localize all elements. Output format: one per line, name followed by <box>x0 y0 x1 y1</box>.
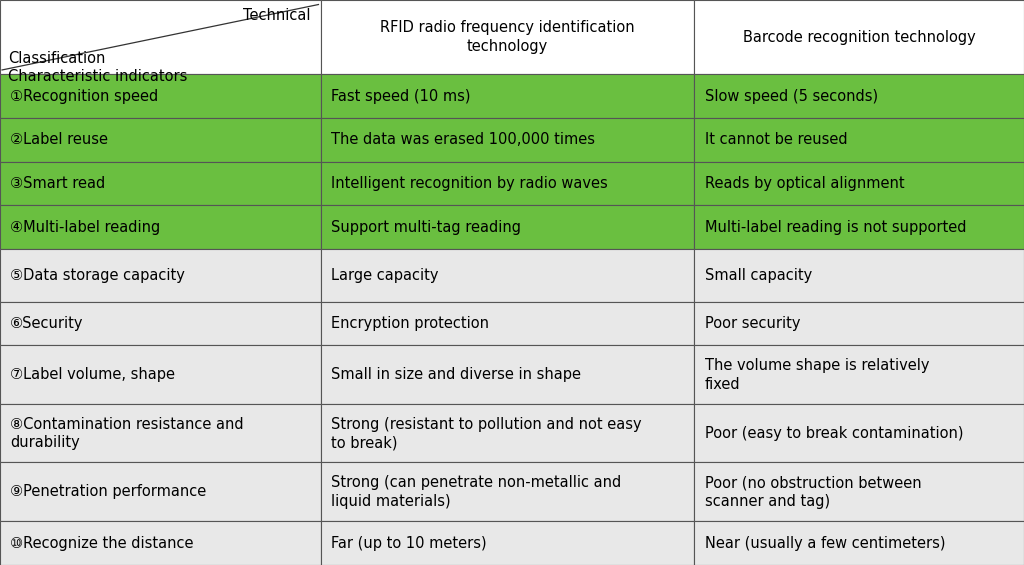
Text: ⑩Recognize the distance: ⑩Recognize the distance <box>10 536 194 551</box>
Bar <box>321 462 694 521</box>
Bar <box>694 249 1024 302</box>
Text: Multi-label reading is not supported: Multi-label reading is not supported <box>705 220 966 235</box>
Bar <box>694 405 1024 462</box>
Text: ⑦Label volume, shape: ⑦Label volume, shape <box>10 367 175 383</box>
Bar <box>0 302 321 345</box>
Bar <box>321 302 694 345</box>
Text: Poor (easy to break contamination): Poor (easy to break contamination) <box>705 426 963 441</box>
Text: ①Recognition speed: ①Recognition speed <box>10 89 159 104</box>
Text: Strong (resistant to pollution and not easy
to break): Strong (resistant to pollution and not e… <box>331 416 641 450</box>
Text: Near (usually a few centimeters): Near (usually a few centimeters) <box>705 536 945 551</box>
Bar <box>694 462 1024 521</box>
Bar <box>321 345 694 405</box>
Text: Classification
Characteristic indicators: Classification Characteristic indicators <box>8 51 187 84</box>
Text: Far (up to 10 meters): Far (up to 10 meters) <box>331 536 486 551</box>
Bar <box>0 75 321 118</box>
Bar <box>694 302 1024 345</box>
Bar <box>321 405 694 462</box>
Text: The data was erased 100,000 times: The data was erased 100,000 times <box>331 132 595 147</box>
Text: ④Multi-label reading: ④Multi-label reading <box>10 220 161 235</box>
Text: Small capacity: Small capacity <box>705 268 812 283</box>
Text: The volume shape is relatively
fixed: The volume shape is relatively fixed <box>705 358 929 392</box>
Bar <box>694 206 1024 249</box>
Bar <box>0 206 321 249</box>
Text: ⑥Security: ⑥Security <box>10 316 84 331</box>
Bar <box>321 521 694 565</box>
Bar <box>694 0 1024 75</box>
Text: Poor security: Poor security <box>705 316 800 331</box>
Bar <box>0 162 321 206</box>
Bar <box>0 0 321 75</box>
Text: ⑨Penetration performance: ⑨Penetration performance <box>10 484 207 499</box>
Bar <box>0 405 321 462</box>
Text: Intelligent recognition by radio waves: Intelligent recognition by radio waves <box>331 176 607 191</box>
Text: Barcode recognition technology: Barcode recognition technology <box>742 30 976 45</box>
Bar <box>321 249 694 302</box>
Bar <box>694 521 1024 565</box>
Bar <box>0 345 321 405</box>
Bar <box>321 206 694 249</box>
Bar <box>0 249 321 302</box>
Text: Large capacity: Large capacity <box>331 268 438 283</box>
Bar <box>321 162 694 206</box>
Text: Poor (no obstruction between
scanner and tag): Poor (no obstruction between scanner and… <box>705 475 922 508</box>
Bar <box>694 75 1024 118</box>
Bar <box>321 0 694 75</box>
Text: RFID radio frequency identification
technology: RFID radio frequency identification tech… <box>380 20 635 54</box>
Text: Fast speed (10 ms): Fast speed (10 ms) <box>331 89 470 104</box>
Bar <box>321 118 694 162</box>
Text: ⑤Data storage capacity: ⑤Data storage capacity <box>10 268 185 283</box>
Bar <box>0 462 321 521</box>
Text: Reads by optical alignment: Reads by optical alignment <box>705 176 904 191</box>
Text: Small in size and diverse in shape: Small in size and diverse in shape <box>331 367 581 383</box>
Text: Support multi-tag reading: Support multi-tag reading <box>331 220 521 235</box>
Text: ③Smart read: ③Smart read <box>10 176 105 191</box>
Text: It cannot be reused: It cannot be reused <box>705 132 847 147</box>
Bar <box>0 118 321 162</box>
Bar <box>0 521 321 565</box>
Bar <box>694 162 1024 206</box>
Bar <box>321 75 694 118</box>
Text: ⑧Contamination resistance and
durability: ⑧Contamination resistance and durability <box>10 416 244 450</box>
Text: Encryption protection: Encryption protection <box>331 316 488 331</box>
Bar <box>694 118 1024 162</box>
Text: Strong (can penetrate non-metallic and
liquid materials): Strong (can penetrate non-metallic and l… <box>331 475 621 508</box>
Text: ②Label reuse: ②Label reuse <box>10 132 109 147</box>
Bar <box>694 345 1024 405</box>
Text: Technical: Technical <box>243 8 310 23</box>
Text: Slow speed (5 seconds): Slow speed (5 seconds) <box>705 89 878 104</box>
